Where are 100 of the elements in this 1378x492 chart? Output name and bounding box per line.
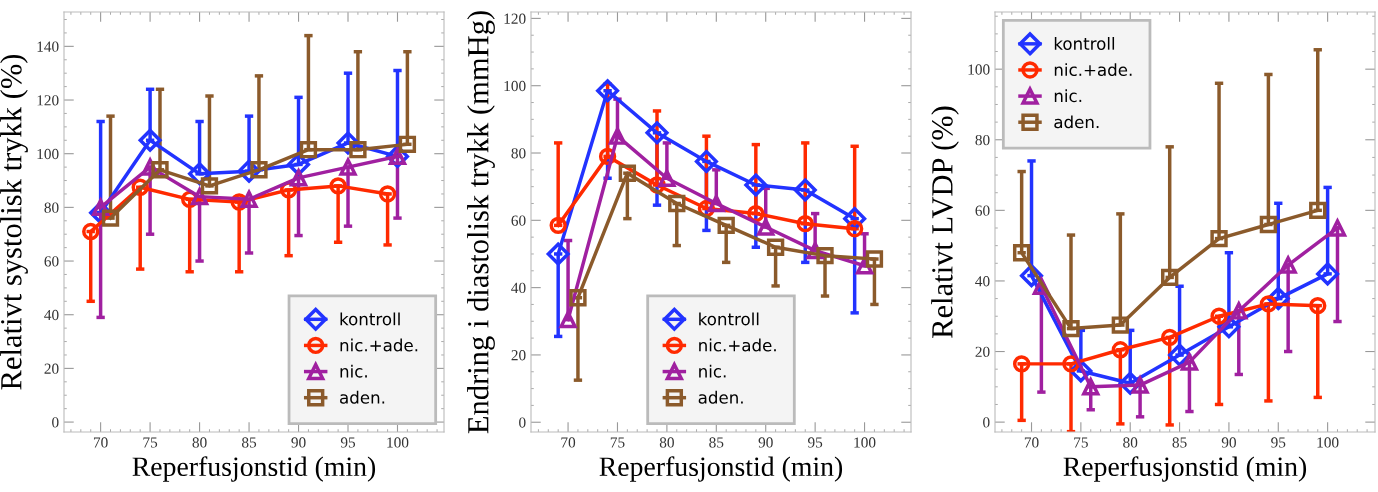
y-tick-label: 120: [37, 95, 59, 106]
point: [816, 246, 834, 265]
x-tick-label: 95: [1271, 437, 1286, 448]
x-axis-title: Reperfusjonstid (min): [132, 456, 376, 482]
point: [329, 177, 347, 195]
point: [339, 158, 357, 176]
legend-label: kontroll: [699, 312, 759, 326]
x-tick-label: 95: [340, 437, 356, 448]
point: [1111, 316, 1130, 334]
point: [190, 187, 209, 206]
legend-label: aden.: [1054, 115, 1099, 129]
y-tick-label: 60: [511, 215, 526, 226]
point: [744, 173, 768, 197]
y-tick-label: 120: [504, 13, 526, 24]
legend-label: nic.: [1054, 89, 1082, 103]
point: [559, 310, 577, 329]
x-tick-label: 85: [1172, 437, 1187, 448]
point: [1309, 201, 1327, 220]
x-tick-label: 80: [1123, 437, 1138, 448]
y-tick-label: 140: [37, 41, 59, 52]
legend-label: aden.: [698, 390, 743, 404]
x-tick-label: 100: [387, 437, 409, 448]
y-tick-label: 20: [975, 346, 990, 357]
legend-label: kontroll: [1054, 37, 1115, 50]
x-tick-label: 100: [1317, 437, 1339, 448]
x-tick-label: 85: [709, 437, 724, 448]
point: [845, 220, 864, 238]
point: [1316, 262, 1340, 286]
point: [82, 222, 100, 241]
point: [398, 135, 417, 153]
point: [378, 185, 397, 203]
point: [239, 188, 259, 209]
point: [596, 79, 620, 103]
point: [757, 218, 775, 236]
point: [569, 289, 587, 307]
y-tick-label: 100: [37, 148, 59, 160]
y-tick-label: 80: [511, 148, 526, 159]
point: [1062, 319, 1080, 338]
point: [707, 194, 725, 213]
x-tick-label: 70: [93, 437, 108, 448]
point: [349, 140, 367, 159]
point: [1210, 307, 1228, 325]
point: [289, 169, 308, 187]
legend-label: nic.+ade.: [340, 338, 418, 352]
point: [1111, 341, 1130, 359]
y-tick-label: 60: [975, 205, 990, 216]
point: [793, 178, 817, 202]
x-tick-label: 80: [192, 437, 207, 448]
point: [250, 161, 268, 179]
y-tick-label: 100: [504, 80, 526, 92]
legend-label: aden.: [340, 390, 385, 404]
y-tick-label: 0: [519, 417, 526, 428]
point: [151, 161, 169, 179]
y-axis-title: Relativt LVDP (%): [931, 106, 959, 338]
x-tick-label: 85: [242, 437, 257, 448]
x-tick-label: 90: [291, 437, 306, 448]
point: [1259, 215, 1278, 234]
y-tick-label: 80: [44, 202, 59, 213]
point: [1309, 296, 1327, 315]
point: [1259, 295, 1278, 313]
point: [1012, 244, 1031, 262]
x-axis-title: Reperfusjonstid (min): [599, 456, 843, 482]
y-tick-label: 60: [44, 256, 59, 267]
x-tick-label: 75: [143, 437, 158, 448]
x-tick-label: 90: [1221, 437, 1236, 448]
x-tick-label: 95: [807, 437, 823, 448]
x-tick-label: 90: [758, 437, 773, 448]
point: [1328, 219, 1347, 237]
point: [694, 149, 718, 173]
point: [1012, 355, 1031, 373]
point: [608, 127, 627, 145]
point: [200, 177, 219, 195]
y-axis-title: Endring i diastolisk trykk (mmHg): [467, 11, 495, 434]
y-tick-label: 20: [44, 363, 59, 374]
legend-label: nic.: [340, 364, 367, 378]
x-tick-label: 70: [561, 437, 576, 448]
point: [1210, 229, 1228, 248]
point: [1131, 376, 1149, 394]
y-axis-title: Relativt systolisk trykk (%): [0, 54, 28, 390]
x-tick-label: 80: [659, 437, 674, 448]
point: [1230, 302, 1248, 320]
point: [546, 242, 570, 266]
point: [766, 238, 785, 256]
point: [101, 209, 120, 227]
point: [1180, 353, 1199, 371]
legend-label: nic.+ade.: [1054, 63, 1132, 77]
x-tick-label: 100: [854, 437, 876, 448]
y-tick-label: 0: [52, 417, 59, 428]
point: [138, 128, 162, 152]
point: [1279, 256, 1297, 274]
y-tick-label: 0: [983, 417, 990, 428]
point: [549, 216, 567, 235]
point: [796, 215, 814, 233]
y-tick-label: 20: [511, 350, 526, 361]
y-tick-label: 40: [975, 276, 990, 287]
point: [658, 169, 676, 187]
x-tick-label: 75: [610, 437, 625, 448]
point: [668, 194, 686, 213]
legend-label: kontroll: [340, 312, 400, 326]
x-tick-label: 70: [1024, 437, 1039, 448]
